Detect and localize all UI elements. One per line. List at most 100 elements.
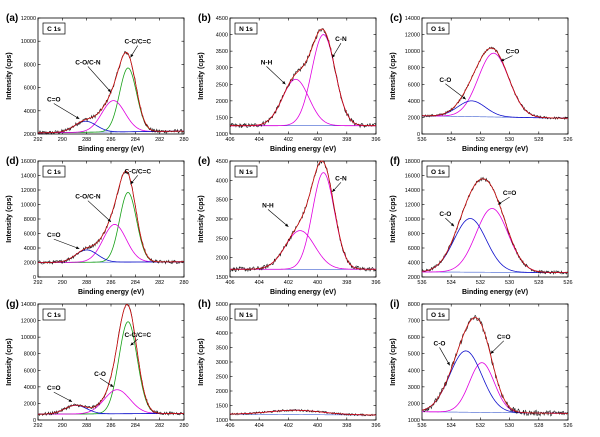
y-tick-label: 6000 <box>408 246 420 252</box>
annotation-arrow <box>87 66 112 93</box>
y-axis-label: Intensity (cps) <box>390 52 397 99</box>
annotation-arrow <box>87 200 112 223</box>
y-tick-label: 18000 <box>405 159 420 165</box>
y-axis-label: Intensity (cps) <box>390 195 397 242</box>
x-tick-label: 404 <box>255 137 264 143</box>
x-tick-label: 282 <box>155 423 164 429</box>
element-label-box <box>234 308 258 321</box>
panel-c: 536 534 532 530 528 526 0 2000 4000 6000 8000 10000… <box>390 13 573 153</box>
y-tick-label: 2000 <box>216 389 228 395</box>
x-tick-label: 536 <box>417 280 426 286</box>
element-label: O 1s <box>431 26 445 33</box>
y-axis-label: Intensity (cps) <box>6 52 13 99</box>
y-tick-label: 2000 <box>24 401 36 407</box>
x-axis-label: Binding energy (eV) <box>462 289 528 296</box>
y-tick-label: 4000 <box>24 246 36 252</box>
fit-peak-n-h <box>230 78 376 127</box>
fit-peak-c-o-c-n <box>37 100 185 134</box>
raw-spectrum <box>37 50 185 136</box>
x-tick-label: 528 <box>534 137 543 143</box>
peak-annotation: C=O <box>497 334 511 341</box>
element-label-box <box>234 165 258 178</box>
x-tick-label: 284 <box>131 423 140 429</box>
fit-peak-c-o <box>421 52 569 119</box>
y-tick-label: 10000 <box>405 217 420 223</box>
y-tick-label: 3000 <box>216 66 228 72</box>
element-label-box <box>42 22 66 35</box>
peak-annotation: C-O <box>94 371 106 378</box>
y-axis-label: Intensity (cps) <box>198 52 205 99</box>
x-axis-label: Binding energy (eV) <box>78 146 144 153</box>
y-tick-label: 2000 <box>216 99 228 105</box>
y-tick-label: 3000 <box>408 385 420 391</box>
raw-spectrum <box>37 169 185 265</box>
y-tick-label: 2500 <box>216 375 228 381</box>
y-axis-label: Intensity (cps) <box>198 195 205 242</box>
y-tick-label: 8000 <box>24 62 36 68</box>
annotation-arrowhead <box>130 180 134 185</box>
y-tick-label: 10000 <box>21 39 36 45</box>
x-tick-label: 290 <box>58 280 67 286</box>
y-tick-label: 3000 <box>216 360 228 366</box>
y-tick-label: 12000 <box>405 203 420 209</box>
annotation-arrowhead <box>107 88 111 93</box>
peak-annotation: C-C/C=C <box>124 39 151 46</box>
x-tick-label: 396 <box>371 423 380 429</box>
x-tick-label: 284 <box>131 280 140 286</box>
y-tick-label: 3500 <box>216 346 228 352</box>
x-tick-label: 286 <box>106 280 115 286</box>
peak-annotation: C-O <box>439 77 451 84</box>
y-tick-label: 12000 <box>405 33 420 39</box>
annotation-arrowhead <box>130 53 134 58</box>
x-axis-label: Binding energy (eV) <box>78 289 144 296</box>
y-tick-label: 4000 <box>24 109 36 115</box>
x-tick-label: 532 <box>476 423 485 429</box>
x-tick-label: 536 <box>417 137 426 143</box>
x-tick-label: 398 <box>342 137 351 143</box>
y-tick-label: 6000 <box>408 335 420 341</box>
x-tick-label: 292 <box>33 280 42 286</box>
panel-e: 406 404 402 400 398 396 1500 2000 2500 3000 3500 40… <box>198 156 381 296</box>
x-tick-label: 288 <box>82 423 91 429</box>
y-tick-label: 12000 <box>21 319 36 325</box>
element-label-box <box>426 308 450 321</box>
x-tick-label: 526 <box>563 137 572 143</box>
fit-peak-c-n <box>230 172 376 270</box>
x-tick-label: 400 <box>313 137 322 143</box>
annotation-arrow <box>445 83 466 100</box>
y-tick-label: 14000 <box>21 174 36 180</box>
panel-letter: (h) <box>198 299 211 310</box>
annotation-arrow <box>267 209 289 227</box>
x-tick-label: 280 <box>179 280 188 286</box>
panel-letter: (i) <box>390 299 399 310</box>
annotation-arrowhead <box>75 115 80 119</box>
y-tick-label: 4500 <box>216 317 228 323</box>
x-tick-label: 290 <box>58 137 67 143</box>
y-tick-label: 14000 <box>405 16 420 22</box>
y-tick-label: 12000 <box>21 188 36 194</box>
plot-frame <box>229 160 377 278</box>
x-tick-label: 284 <box>131 137 140 143</box>
peak-annotation: C=O <box>47 232 61 239</box>
annotation-arrowhead <box>446 361 450 366</box>
y-tick-label: 3500 <box>216 49 228 55</box>
annotation-arrowhead <box>497 201 502 205</box>
element-label: N 1s <box>239 169 253 176</box>
element-label: C 1s <box>47 26 61 33</box>
y-tick-label: 4000 <box>408 99 420 105</box>
y-tick-label: 2000 <box>24 261 36 267</box>
envelope-fit <box>230 160 376 270</box>
panel-b: 406 404 402 400 398 396 1000 1500 2000 2500 3000 35… <box>198 13 381 153</box>
x-tick-label: 292 <box>33 137 42 143</box>
element-label: N 1s <box>239 26 253 33</box>
y-tick-label: 4000 <box>408 261 420 267</box>
plot-frame <box>421 160 569 278</box>
y-tick-label: 3000 <box>216 217 228 223</box>
envelope-fit <box>421 47 569 119</box>
panel-letter: (b) <box>198 13 211 24</box>
y-axis-label: Intensity (cps) <box>390 338 397 385</box>
peak-annotation: N-H <box>261 59 273 66</box>
peak-annotation: C-O <box>439 211 451 218</box>
y-axis-label: Intensity (cps) <box>198 338 205 385</box>
